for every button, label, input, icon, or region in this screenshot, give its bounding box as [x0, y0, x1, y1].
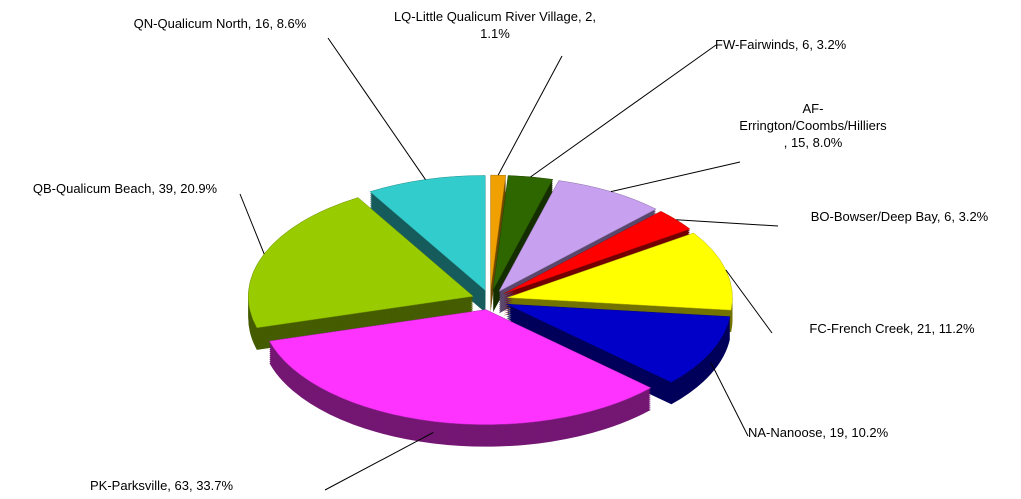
- data-label: FW-Fairwinds, 6, 3.2%: [715, 37, 847, 52]
- data-label: PK-Parksville, 63, 33.7%: [90, 478, 234, 493]
- slice: [507, 232, 733, 311]
- data-label: QN-Qualicum North, 16, 8.6%: [133, 16, 307, 31]
- slice: [506, 303, 731, 383]
- slice: [248, 197, 474, 329]
- leader-line: [497, 55, 563, 176]
- data-label: FC-French Creek, 21, 11.2%: [809, 321, 975, 336]
- data-label: LQ-Little Qualicum River Village, 2, 1.1…: [393, 9, 597, 41]
- leader-line: [710, 362, 749, 437]
- leader-line: [530, 44, 717, 178]
- leader-line: [324, 432, 434, 491]
- slice: [503, 211, 691, 294]
- data-label: AF-Errington/Coombs/Hilliers, 15, 8.0%: [739, 101, 887, 150]
- slice: [490, 174, 506, 291]
- data-label: NA-Nanoose, 19, 10.2%: [748, 425, 889, 440]
- data-label: BO-Bowser/Deep Bay, 6, 3.2%: [810, 209, 989, 224]
- slice: [268, 309, 652, 425]
- leader-line: [327, 37, 426, 180]
- leader-line: [239, 193, 265, 255]
- slice: [492, 175, 554, 291]
- leader-line: [676, 219, 779, 227]
- leader-line: [725, 269, 773, 334]
- leader-line: [610, 161, 741, 193]
- slice: [369, 175, 486, 291]
- data-label: QB-Qualicum Beach, 39, 20.9%: [32, 181, 218, 196]
